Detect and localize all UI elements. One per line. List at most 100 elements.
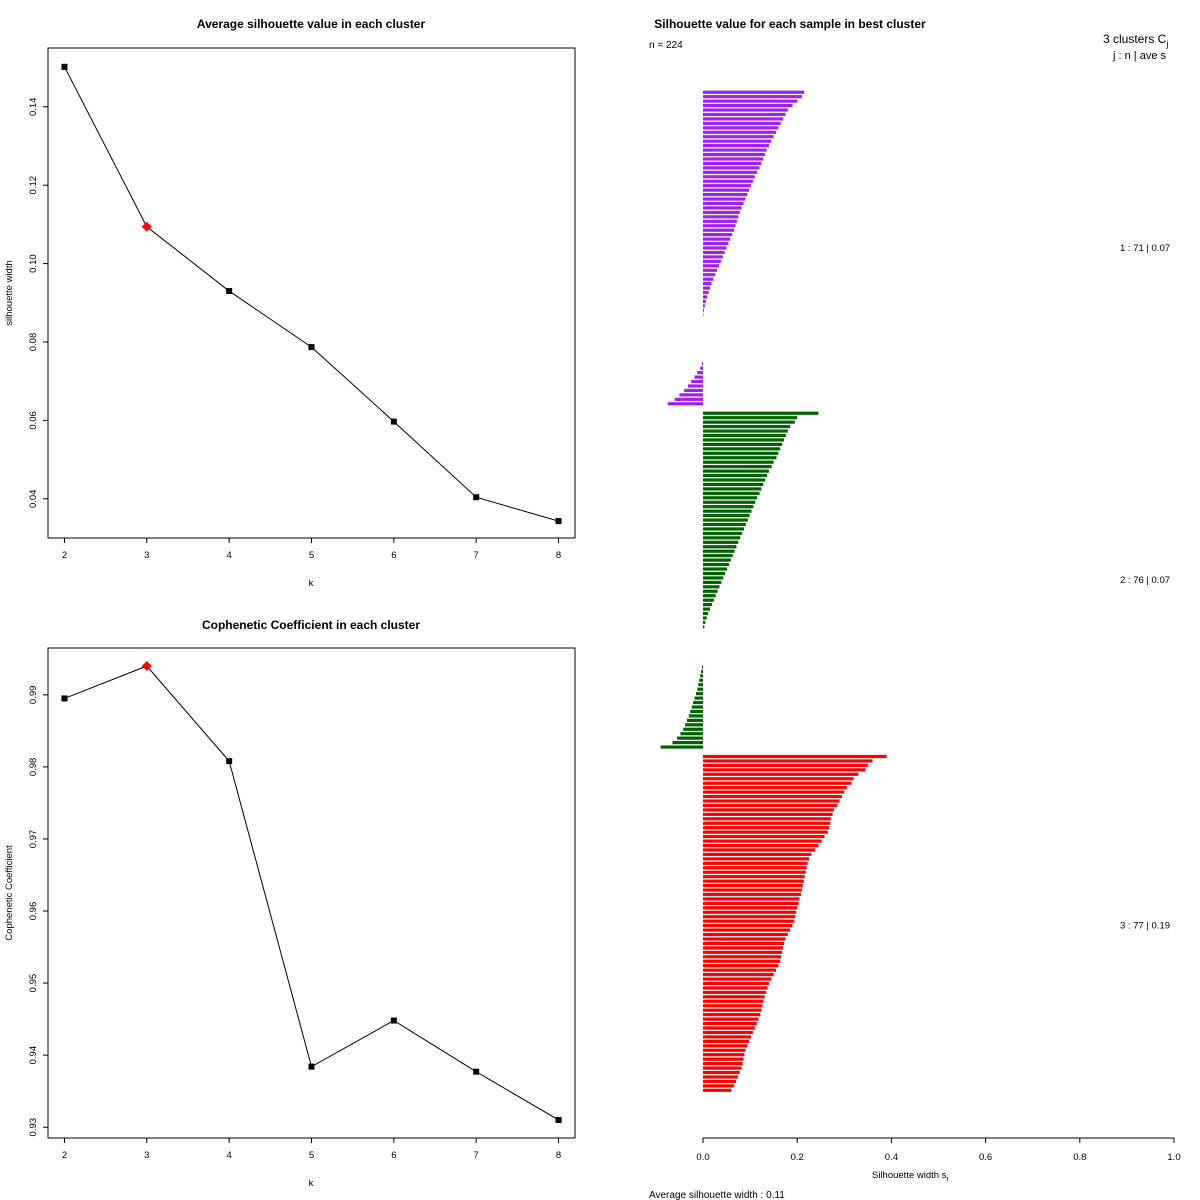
silhouette-bar — [703, 108, 788, 112]
silhouette-bar — [660, 745, 703, 749]
silhouette-bar — [703, 607, 711, 611]
silhouette-bar — [700, 366, 703, 370]
x-tick-label: 4 — [227, 550, 232, 561]
silhouette-bar — [703, 603, 712, 607]
silhouette-bar — [697, 371, 703, 375]
silhouette-bar — [703, 179, 753, 183]
silhouette-bar — [703, 777, 854, 781]
silhouette-bar — [703, 999, 764, 1003]
silhouette-bar — [703, 157, 764, 161]
silhouette-x-label: Silhouette width si — [872, 1170, 948, 1183]
data-point — [555, 518, 562, 525]
y-tick-label: 0.06 — [28, 411, 39, 430]
x-tick-label: 3 — [144, 550, 149, 561]
silhouette-bar — [703, 282, 712, 286]
silhouette-bar — [703, 821, 831, 825]
x-tick-label: 2 — [62, 1150, 67, 1161]
silhouette-bar — [703, 554, 733, 558]
silhouette-bar — [703, 277, 714, 281]
average-silhouette-width-note: Average silhouette width : 0.11 — [649, 1190, 785, 1200]
silhouette-bar — [703, 861, 808, 865]
cophenetic-by-k-panel: Cophenetic Coefficient in each cluster 2… — [4, 618, 576, 1189]
y-tick-label: 0.99 — [28, 686, 39, 705]
data-point — [473, 494, 480, 501]
silhouette-bar — [703, 103, 793, 108]
silhouette-bar — [703, 451, 779, 455]
silhouette-bar — [703, 210, 740, 215]
silhouette-bar — [703, 473, 768, 478]
silhouette-bar — [703, 950, 783, 954]
silhouette-bar — [703, 308, 704, 312]
x-tick-label: 0.4 — [885, 1152, 898, 1163]
x-tick-label: 0.6 — [979, 1152, 992, 1163]
silhouette-bar — [703, 990, 767, 995]
silhouette-bar — [703, 545, 737, 549]
data-point — [555, 1116, 562, 1123]
data-point — [61, 63, 68, 70]
silhouette-bar — [703, 447, 781, 451]
x-tick-label: 5 — [309, 1150, 314, 1161]
x-tick-label: 5 — [309, 550, 314, 561]
silhouette-bar — [703, 1039, 750, 1043]
silhouette-bar — [703, 1084, 735, 1088]
silhouette-bar — [703, 830, 828, 834]
silhouette-bar — [703, 241, 729, 246]
silhouette-bar — [703, 786, 847, 790]
silhouette-bar — [703, 808, 834, 812]
silhouette-bar — [672, 741, 703, 745]
silhouette-bar — [703, 460, 774, 464]
series-line — [64, 66, 559, 522]
silhouette-bar — [703, 817, 832, 821]
silhouette-bar — [703, 580, 722, 584]
silhouette-bar — [703, 1070, 740, 1075]
silhouette-bar — [703, 892, 801, 897]
silhouette-bar — [703, 148, 767, 152]
silhouette-bar — [703, 625, 705, 629]
silhouette-bar — [703, 1035, 752, 1039]
silhouette-bar — [694, 696, 703, 700]
silhouette-bar — [703, 536, 741, 540]
y-tick-label: 0.96 — [28, 902, 39, 921]
silhouette-bar — [703, 152, 766, 157]
silhouette-bar — [697, 687, 703, 691]
best-k-point — [141, 221, 152, 232]
silhouette-bar — [703, 585, 720, 589]
silhouette-bar — [703, 1088, 732, 1092]
silhouette-bar — [703, 237, 731, 241]
silhouette-bar — [703, 411, 819, 415]
x-tick-label: 0.0 — [696, 1152, 709, 1163]
silhouette-bar — [703, 790, 845, 794]
legend-header-subscript: j — [1165, 39, 1168, 49]
y-tick-label: 0.98 — [28, 758, 39, 777]
silhouette-bar — [703, 589, 718, 593]
silhouette-bar — [703, 879, 804, 883]
silhouette-bar — [703, 901, 799, 905]
silhouette-bar — [703, 429, 788, 433]
silhouette-bar — [703, 888, 802, 892]
cophenetic-by-k-title: Cophenetic Coefficient in each cluster — [202, 618, 420, 632]
silhouette-bar — [703, 977, 772, 981]
silhouette-plot-sample-count: n = 224 — [649, 40, 683, 51]
silhouette-bar — [703, 763, 868, 768]
silhouette-bar — [703, 161, 762, 166]
cophenetic-by-k-x-ticks: 2 3 4 5 6 7 8 — [62, 1138, 561, 1161]
silhouette-bar — [703, 852, 812, 857]
silhouette-bar — [703, 843, 819, 848]
silhouette-bar — [703, 117, 784, 121]
silhouette-bar — [703, 197, 746, 201]
silhouette-bar — [703, 972, 774, 977]
silhouette-bar — [677, 736, 703, 740]
silhouette-bar — [703, 1026, 755, 1030]
silhouette-bar — [703, 509, 752, 513]
silhouette-bar — [703, 95, 802, 99]
silhouette-bar — [703, 897, 800, 901]
x-tick-label: 2 — [62, 550, 67, 561]
silhouette-bar — [703, 567, 728, 571]
silhouette-bar — [703, 932, 788, 937]
silhouette-plot-legend-columns: j : n | ave s — [1112, 50, 1166, 62]
y-tick-label: 0.93 — [28, 1118, 39, 1137]
silhouette-bar — [703, 803, 838, 808]
silhouette-by-k-panel: Average silhouette value in each cluster… — [4, 17, 576, 589]
silhouette-bar — [703, 264, 720, 268]
